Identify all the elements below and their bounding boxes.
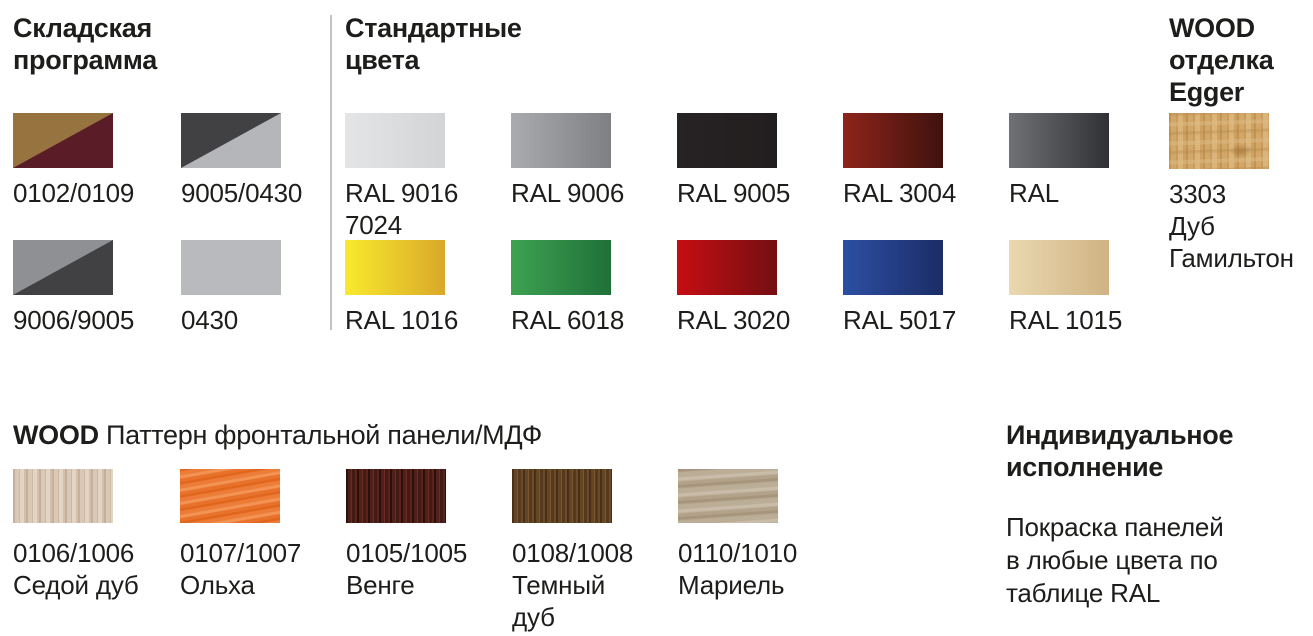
swatch-ral-1016: RAL 1016 <box>345 240 459 336</box>
swatch-ral-3020: RAL 3020 <box>677 240 791 336</box>
swatch-label: 0102/0109 <box>13 178 135 208</box>
swatch-0105-1005: 0105/1005 Венге <box>346 469 468 601</box>
wood-pattern-title: WOOD Паттерн фронтальной панели/МДФ <box>13 419 542 451</box>
swatch-ral-3004: RAL 3004 <box>843 113 957 209</box>
swatch-name-line1: Ольха <box>180 570 255 600</box>
color-sample-ral <box>1009 113 1109 168</box>
swatch-ral-9016-7024: RAL 9016 7024 <box>345 113 459 241</box>
standard-colors-title-line1: Стандартные <box>345 13 522 43</box>
wood-sample-0110-1010 <box>678 469 778 523</box>
swatch-name-line1: Мариель <box>678 570 785 600</box>
custom-finish-title-line2: исполнение <box>1006 452 1164 482</box>
swatch-name-line1: Седой дуб <box>13 570 139 600</box>
egger-wood-title-line1: WOOD <box>1169 13 1255 43</box>
swatch-9006-9005: 9006/9005 <box>13 240 135 336</box>
swatch-ral-6018: RAL 6018 <box>511 240 625 336</box>
wood-sample-0107-1007 <box>180 469 280 523</box>
swatch-label: RAL 6018 <box>511 305 625 335</box>
swatch-label-line2: 7024 <box>345 210 403 240</box>
swatch-name-line2: дуб <box>512 602 555 632</box>
wood-pattern-title-bold: WOOD <box>13 420 99 450</box>
color-sample-ral-9006 <box>511 113 611 168</box>
swatch-label: RAL 9005 <box>677 178 791 208</box>
color-sample-ral-3020 <box>677 240 777 295</box>
swatch-label: RAL <box>1009 178 1059 208</box>
swatch-0106-1006: 0106/1006 Седой дуб <box>13 469 139 601</box>
wood-sample-0108-1008 <box>512 469 612 523</box>
standard-colors-title: Стандартные цвета <box>345 12 522 76</box>
color-sample-ral-6018 <box>511 240 611 295</box>
swatch-label: 0107/1007 Ольха <box>180 537 302 601</box>
swatch-0430: 0430 <box>181 240 281 336</box>
swatch-label: 3303 Дуб Гамильтон <box>1169 178 1294 274</box>
custom-finish-title-line1: Индивидуальное <box>1006 420 1234 450</box>
swatch-ral-9006: RAL 9006 <box>511 113 625 209</box>
wood-pattern-title-rest: Паттерн фронтальной панели/МДФ <box>98 420 542 450</box>
swatch-egger-3303: 3303 Дуб Гамильтон <box>1169 113 1294 274</box>
custom-finish-description-line3: таблице RAL <box>1006 578 1161 608</box>
swatch-label: RAL 5017 <box>843 305 957 335</box>
egger-wood-title-line3: Egger <box>1169 77 1245 107</box>
swatch-label-line2: Дуб <box>1169 211 1215 241</box>
swatch-ral: RAL <box>1009 113 1109 209</box>
swatch-0107-1007: 0107/1007 Ольха <box>180 469 302 601</box>
stock-program-title-line2: программа <box>13 45 157 75</box>
swatch-code: 0106/1006 <box>13 538 135 568</box>
custom-finish-description-line2: в любые цвета по <box>1006 545 1218 575</box>
swatch-label: 0110/1010 Мариель <box>678 537 798 601</box>
wood-sample-egger-3303 <box>1169 113 1269 169</box>
swatch-ral-5017: RAL 5017 <box>843 240 957 336</box>
swatch-ral-9005: RAL 9005 <box>677 113 791 209</box>
color-sample-0102-0109 <box>13 113 113 168</box>
swatch-label-line1: RAL 9016 <box>345 178 459 208</box>
swatch-code: 0110/1010 <box>678 538 798 568</box>
color-sample-ral-3004 <box>843 113 943 168</box>
swatch-label: RAL 3020 <box>677 305 791 335</box>
swatch-code: 0105/1005 <box>346 538 468 568</box>
stock-program-title: Складская программа <box>13 12 157 76</box>
swatch-label: RAL 9006 <box>511 178 625 208</box>
swatch-name-line1: Темный <box>512 570 606 600</box>
swatch-label: 0106/1006 Седой дуб <box>13 537 139 601</box>
swatch-0102-0109: 0102/0109 <box>13 113 135 209</box>
color-sample-ral-1016 <box>345 240 445 295</box>
swatch-label: 0105/1005 Венге <box>346 537 468 601</box>
standard-colors-title-line2: цвета <box>345 45 420 75</box>
swatch-code: 0108/1008 <box>512 538 634 568</box>
swatch-label: 9006/9005 <box>13 305 135 335</box>
color-sample-9005-0430 <box>181 113 281 168</box>
wood-sample-0106-1006 <box>13 469 113 523</box>
color-sample-9006-9005 <box>13 240 113 295</box>
color-sample-ral-9005 <box>677 113 777 168</box>
vertical-divider <box>330 15 332 330</box>
wood-sample-0105-1005 <box>346 469 446 523</box>
swatch-label: RAL 9016 7024 <box>345 177 459 241</box>
egger-wood-title: WOOD отделка Egger <box>1169 12 1274 108</box>
swatch-label: 9005/0430 <box>181 178 303 208</box>
swatch-label: RAL 3004 <box>843 178 957 208</box>
swatch-9005-0430: 9005/0430 <box>181 113 303 209</box>
swatch-label: RAL 1015 <box>1009 305 1123 335</box>
egger-wood-title-line2: отделка <box>1169 45 1274 75</box>
color-sample-0430 <box>181 240 281 295</box>
custom-finish-description: Покраска панелей в любые цвета по таблиц… <box>1006 511 1224 610</box>
custom-finish-title: Индивидуальное исполнение <box>1006 419 1233 483</box>
color-sample-ral-5017 <box>843 240 943 295</box>
custom-finish-description-line1: Покраска панелей <box>1006 512 1224 542</box>
swatch-label: 0108/1008 Темный дуб <box>512 537 634 633</box>
swatch-label-line3: Гамильтон <box>1169 243 1294 273</box>
swatch-ral-1015: RAL 1015 <box>1009 240 1123 336</box>
swatch-label-line1: 3303 <box>1169 179 1227 209</box>
swatch-name-line1: Венге <box>346 570 415 600</box>
color-sample-ral-9016 <box>345 113 445 168</box>
stock-program-title-line1: Складская <box>13 13 152 43</box>
swatch-label: RAL 1016 <box>345 305 459 335</box>
swatch-label: 0430 <box>181 305 239 335</box>
swatch-0110-1010: 0110/1010 Мариель <box>678 469 798 601</box>
swatch-0108-1008: 0108/1008 Темный дуб <box>512 469 634 633</box>
color-sample-ral-1015 <box>1009 240 1109 295</box>
swatch-code: 0107/1007 <box>180 538 302 568</box>
